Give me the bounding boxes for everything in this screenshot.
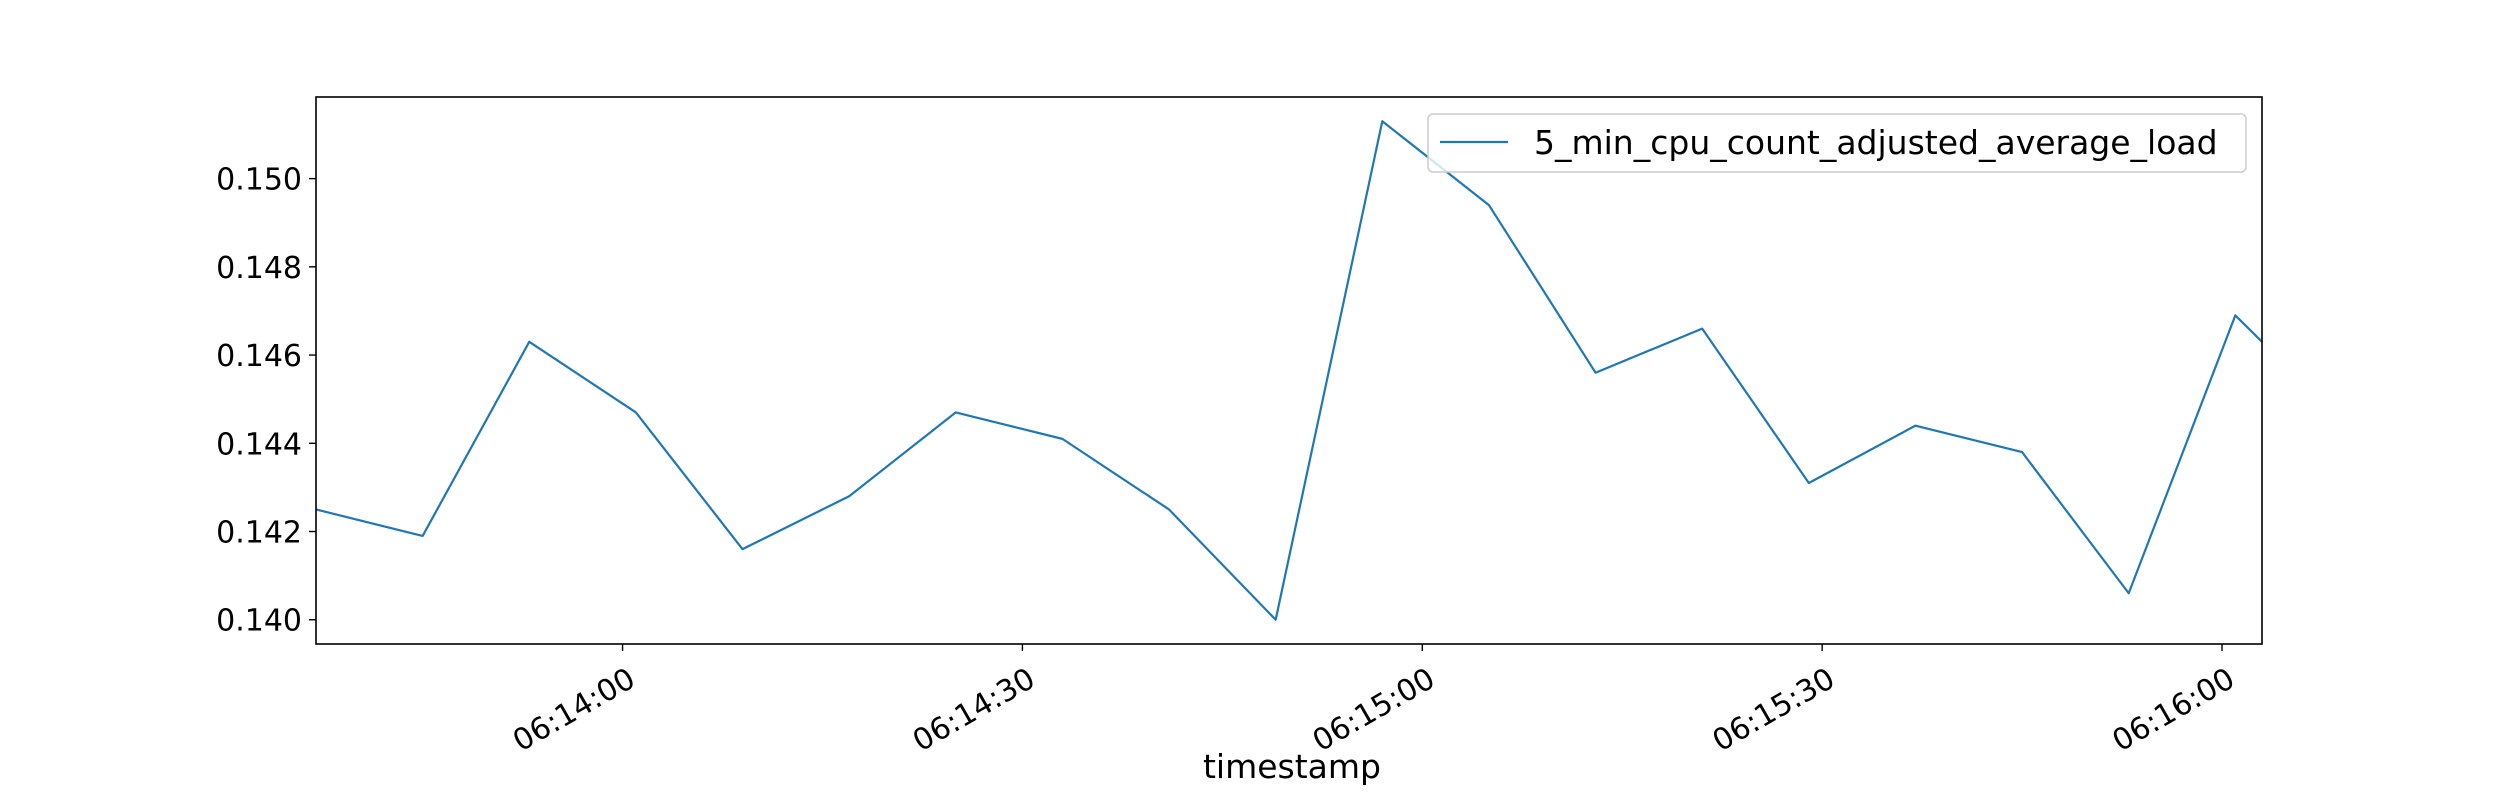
x-tick-label: 06:15:30 — [1707, 661, 1841, 759]
y-tick-label: 0.142 — [216, 516, 302, 551]
x-tick-label: 06:14:30 — [907, 661, 1041, 759]
plot-area — [315, 96, 2263, 645]
y-tick-label: 0.144 — [216, 427, 302, 462]
y-tick-label: 0.148 — [216, 251, 302, 286]
x-axis: 06:14:00 06:14:30 06:15:00 06:15:30 06:16:00 — [507, 644, 2241, 759]
legend-box — [1427, 113, 2247, 173]
series-layer — [315, 120, 2263, 621]
y-tick-label: 0.146 — [216, 339, 302, 374]
x-axis-title: timestamp — [1203, 747, 1381, 786]
legend: 5_min_cpu_count_adjusted_average_load — [1427, 113, 2247, 173]
x-tick-label: 06:16:00 — [2107, 661, 2241, 759]
y-tick-label: 0.140 — [216, 604, 302, 639]
x-tick-label: 06:15:00 — [1307, 661, 1441, 759]
y-axis: 0.140 0.142 0.144 0.146 0.148 0.150 — [216, 163, 316, 639]
series-line-0 — [315, 120, 2263, 621]
y-tick-label: 0.150 — [216, 163, 302, 198]
x-tick-label: 06:14:00 — [507, 661, 641, 759]
legend-label: 5_min_cpu_count_adjusted_average_load — [1534, 123, 2218, 162]
